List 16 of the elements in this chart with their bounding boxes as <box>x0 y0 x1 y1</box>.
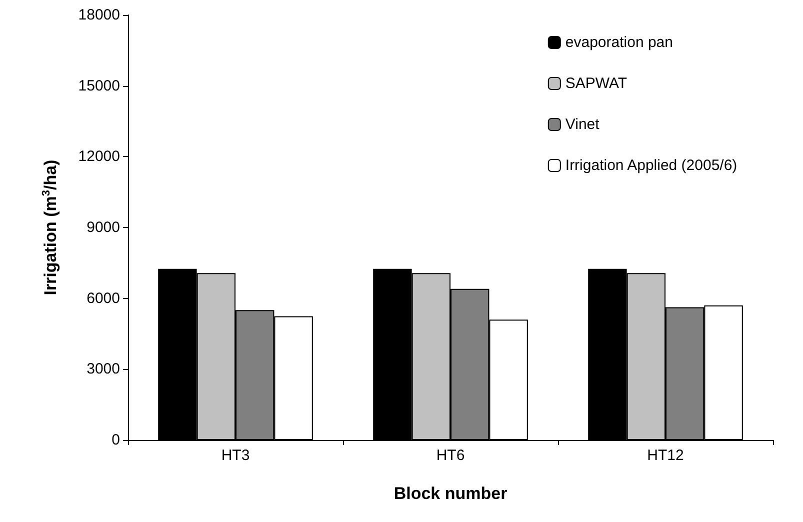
legend-label: Irrigation Applied (2005/6) <box>565 157 738 174</box>
x-tick-label: HT12 <box>647 447 684 464</box>
y-tick-label: 3000 <box>86 360 120 378</box>
legend-label: evaporation pan <box>565 34 673 51</box>
x-tick-label: HT3 <box>221 447 250 464</box>
x-axis-title: Block number <box>394 484 508 503</box>
y-tick-label: 0 <box>112 432 120 448</box>
y-tick-label: 9000 <box>86 219 120 236</box>
legend-label: Vinet <box>565 116 600 133</box>
y-tick-label: 12000 <box>78 148 120 166</box>
x-tick-label: HT6 <box>436 447 465 464</box>
legend-label: SAPWAT <box>565 75 628 92</box>
y-tick-label: 18000 <box>78 6 120 24</box>
y-tick-label: 15000 <box>78 77 120 94</box>
y-axis-title: Irrigation (m3/ha) <box>40 160 60 296</box>
y-tick-label: 6000 <box>86 290 120 307</box>
